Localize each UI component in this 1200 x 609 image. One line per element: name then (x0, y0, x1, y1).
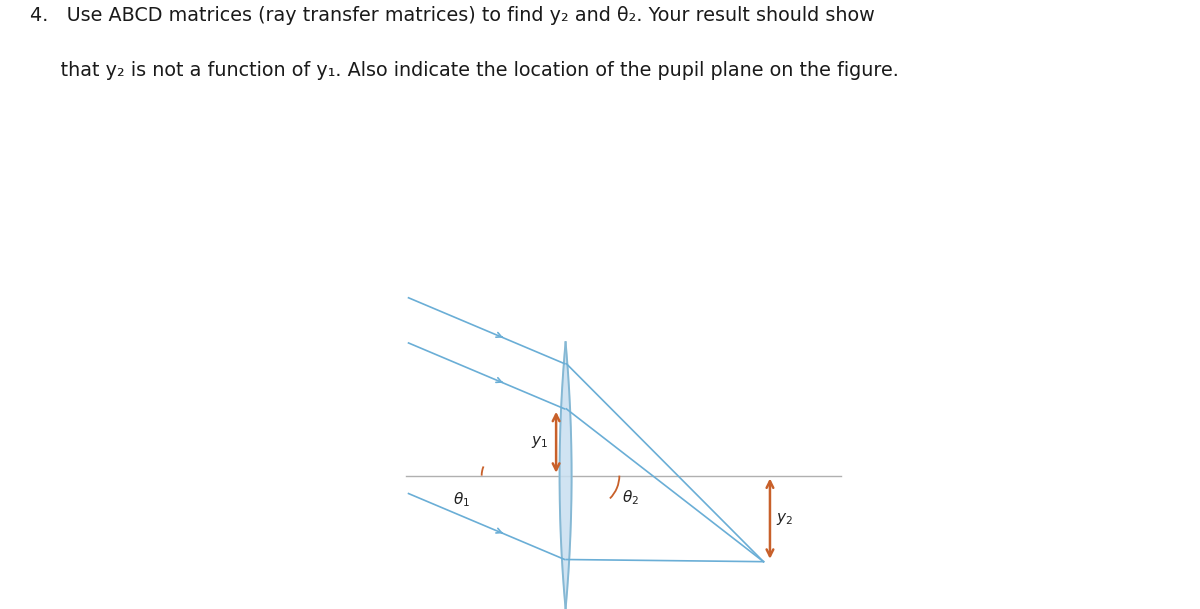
Polygon shape (559, 342, 571, 609)
Text: $\theta_1$: $\theta_1$ (452, 491, 469, 509)
Text: $y_2$: $y_2$ (776, 510, 793, 527)
Text: $y_1$: $y_1$ (532, 434, 548, 450)
Text: $\theta_2$: $\theta_2$ (622, 488, 638, 507)
Text: 4.   Use ABCD matrices (ray transfer matrices) to find y₂ and θ₂. Your result sh: 4. Use ABCD matrices (ray transfer matri… (30, 6, 875, 25)
Text: that y₂ is not a function of y₁. Also indicate the location of the pupil plane o: that y₂ is not a function of y₁. Also in… (30, 61, 899, 80)
